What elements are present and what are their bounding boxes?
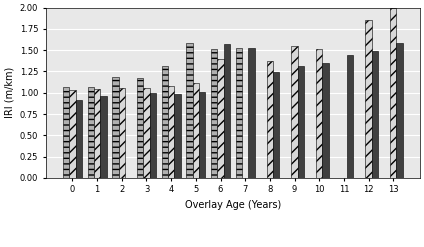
Bar [273, 72, 279, 178]
Bar [248, 48, 255, 178]
Bar [224, 44, 230, 178]
Bar [137, 78, 143, 178]
Bar [94, 89, 100, 178]
Bar [87, 87, 94, 178]
Bar [291, 46, 298, 178]
X-axis label: Overlay Age (Years): Overlay Age (Years) [185, 200, 281, 210]
Y-axis label: IRI (m/km): IRI (m/km) [4, 67, 14, 118]
Bar [100, 96, 107, 178]
Bar [112, 78, 119, 178]
Bar [143, 88, 150, 178]
Bar [119, 88, 125, 178]
Bar [150, 93, 156, 178]
Bar [365, 21, 372, 178]
Bar [174, 94, 181, 178]
Bar [69, 90, 76, 178]
Bar [322, 63, 329, 178]
Bar [192, 83, 199, 178]
Bar [347, 55, 354, 178]
Bar [390, 8, 396, 178]
Bar [63, 87, 69, 178]
Bar [267, 61, 273, 178]
Bar [76, 100, 82, 178]
Bar [218, 59, 224, 178]
Bar [396, 42, 403, 178]
Bar [316, 49, 322, 178]
Bar [372, 51, 378, 178]
Bar [186, 43, 192, 178]
Bar [211, 49, 218, 178]
Bar [162, 66, 168, 178]
Bar [168, 86, 174, 178]
Bar [236, 48, 242, 178]
Bar [298, 66, 304, 178]
Bar [199, 92, 206, 178]
